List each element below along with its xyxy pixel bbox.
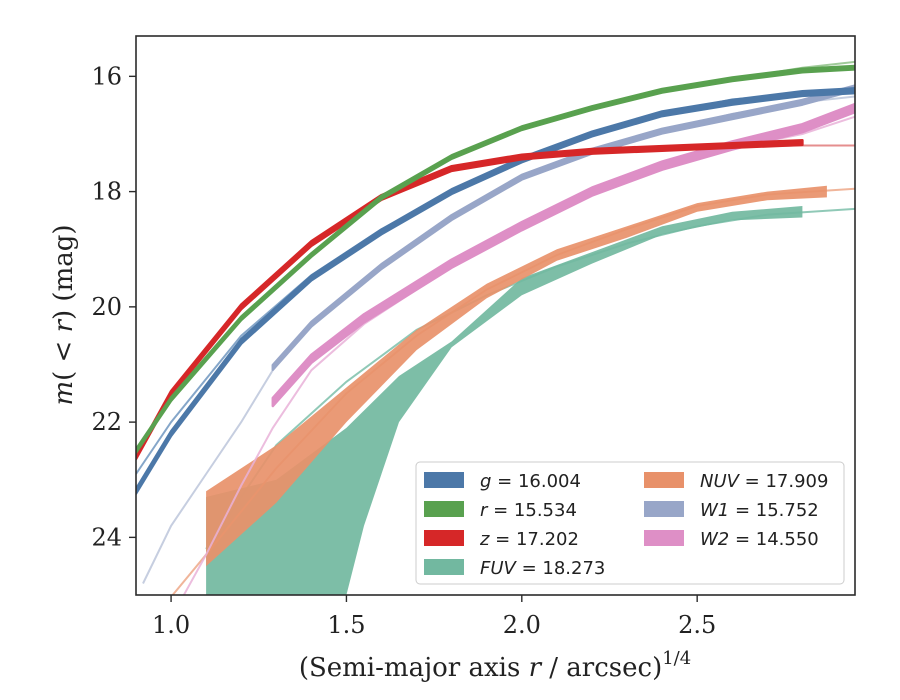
legend-swatch (644, 472, 684, 488)
series-w2-band (271, 102, 855, 408)
legend-item-w1: W1 = 15.752 (644, 500, 819, 521)
y-tick-label: 24 (91, 523, 122, 551)
x-tick-label: 2.0 (503, 611, 541, 639)
legend-item-g: g = 16.004 (424, 471, 581, 492)
legend-swatch (424, 472, 464, 488)
series-z-band (136, 139, 804, 461)
x-axis: 1.0 1.5 2.0 2.5 (152, 595, 716, 639)
series-g-band (136, 87, 855, 495)
y-tick-label: 18 (91, 178, 122, 206)
x-tick-label: 1.0 (152, 611, 190, 639)
series-z (136, 139, 855, 461)
legend-swatch (424, 559, 464, 575)
series-r (136, 60, 855, 454)
series-fuv (205, 206, 855, 595)
legend-item-nuv: NUV = 17.909 (644, 471, 828, 492)
series-w1 (142, 84, 855, 584)
legend-label: FUV = 18.273 (480, 558, 605, 579)
x-tick-label: 2.5 (678, 611, 716, 639)
x-axis-label: (Semi-major axis r / arcsec)1/4 (299, 648, 691, 683)
y-axis-label: m( < r) (mag) (49, 224, 79, 405)
legend-swatch (424, 501, 464, 517)
x-tick-label: 1.5 (327, 611, 365, 639)
legend-swatch (644, 501, 684, 517)
legend: g = 16.004 r = 15.534 z = 17.202 FUV = 18.2… (415, 461, 845, 585)
series-fuv-band (206, 206, 803, 595)
series-layer (136, 60, 855, 595)
plot-frame (135, 35, 856, 596)
y-tick-label: 16 (91, 62, 122, 90)
legend-swatch (424, 530, 464, 546)
legend-label: g = 16.004 (480, 471, 581, 492)
legend-item-z: z = 17.202 (424, 529, 579, 550)
series-g (136, 86, 855, 495)
legend-label: r = 15.534 (480, 500, 577, 521)
legend-box (415, 461, 845, 585)
legend-label: W2 = 14.550 (700, 529, 819, 550)
legend-item-fuv: FUV = 18.273 (424, 558, 605, 579)
legend-label: z = 17.202 (479, 529, 579, 550)
legend-item-r: r = 15.534 (424, 500, 577, 521)
legend-item-w2: W2 = 14.550 (644, 529, 819, 550)
y-axis: 16 18 20 22 24 (91, 62, 136, 551)
legend-label: NUV = 17.909 (700, 471, 828, 492)
series-nuv (171, 185, 855, 595)
y-tick-label: 22 (91, 408, 122, 436)
series-r-band (136, 64, 855, 454)
legend-label: W1 = 15.752 (700, 500, 819, 521)
legend-swatch (644, 530, 684, 546)
series-w1-band (271, 84, 855, 371)
y-tick-label: 20 (91, 293, 122, 321)
